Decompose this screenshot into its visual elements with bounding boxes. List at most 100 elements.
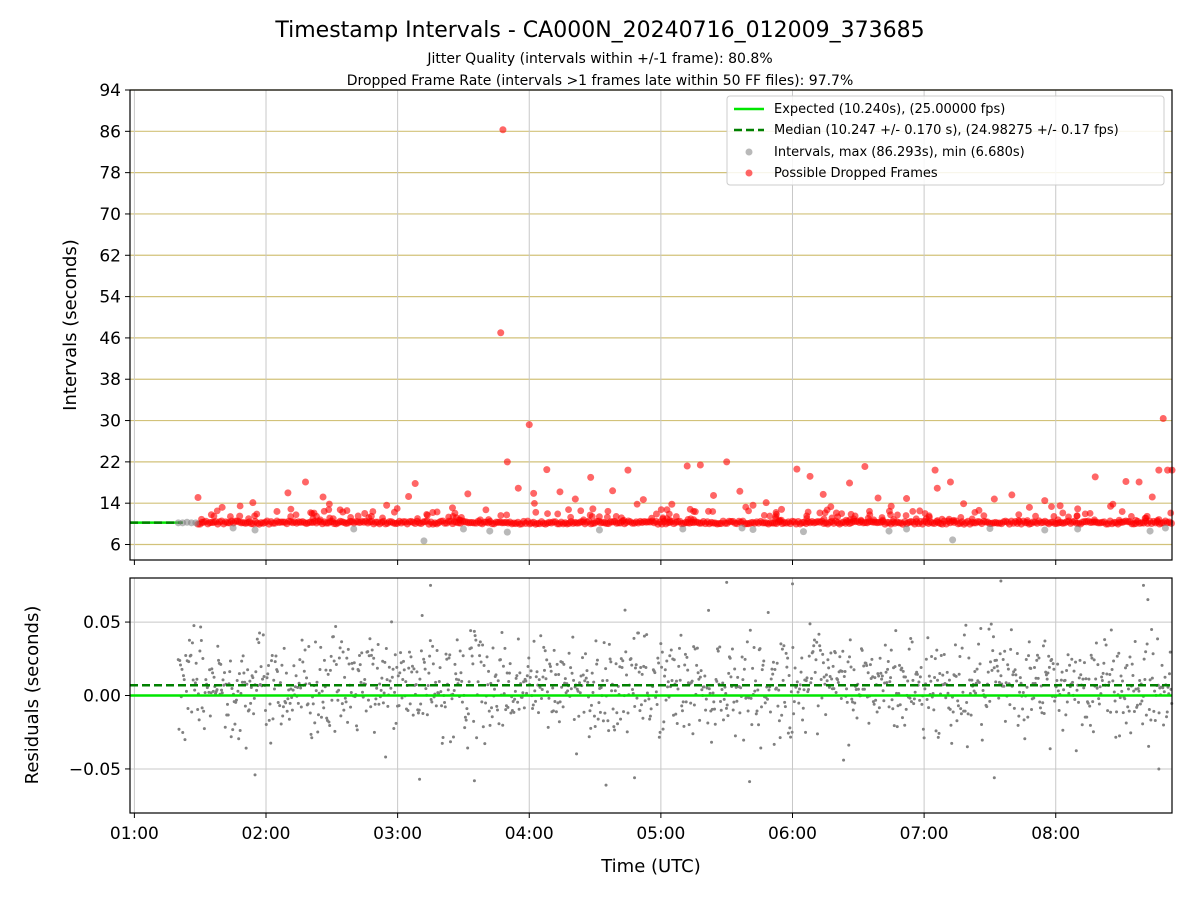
residual-point	[977, 681, 981, 685]
dropped-frame-point	[609, 487, 617, 495]
dropped-frame-point	[1056, 502, 1064, 510]
residual-point	[217, 658, 221, 662]
residual-point	[781, 678, 785, 682]
residual-point	[237, 672, 241, 676]
residual-point	[1107, 680, 1111, 684]
residual-point	[1038, 706, 1042, 710]
residual-point	[792, 700, 796, 704]
residual-point	[666, 685, 670, 689]
residual-point	[319, 715, 323, 719]
residual-point	[1043, 639, 1047, 643]
dropped-frame-point	[448, 504, 456, 512]
interval-point	[903, 525, 911, 533]
residuals-x-tick-label: 08:00	[1031, 824, 1080, 844]
residual-point	[589, 703, 593, 707]
residual-point	[1098, 685, 1102, 689]
residual-point	[774, 686, 778, 690]
residual-point	[1082, 661, 1086, 665]
residual-point	[1072, 669, 1076, 673]
residual-point	[613, 728, 617, 732]
residual-point	[278, 704, 282, 708]
residual-point	[257, 641, 261, 645]
residual-point	[817, 632, 821, 636]
residual-point	[487, 669, 491, 673]
residual-point	[831, 664, 835, 668]
dropped-frame-point	[1122, 477, 1130, 485]
residual-point	[508, 662, 512, 666]
residual-point	[223, 725, 227, 729]
dropped-frame-point	[458, 513, 465, 521]
dropped-frame-point	[672, 513, 680, 520]
residual-point	[220, 688, 224, 692]
residual-point	[423, 667, 427, 671]
residual-point	[660, 665, 664, 669]
residual-point	[1121, 711, 1125, 715]
interval-point	[949, 536, 957, 544]
residual-point	[393, 653, 397, 657]
residual-point	[515, 674, 519, 678]
residual-point	[261, 633, 265, 637]
residual-point	[511, 699, 515, 703]
dropped-frame-point	[760, 512, 768, 519]
residual-point	[823, 682, 827, 686]
residual-point	[542, 668, 546, 672]
residual-point	[842, 674, 846, 678]
residual-point	[989, 622, 993, 626]
residual-point	[1135, 703, 1139, 707]
residual-point	[890, 698, 894, 702]
residual-point	[1064, 713, 1068, 717]
residual-point	[303, 648, 307, 652]
residual-point	[343, 696, 347, 700]
residual-point	[381, 659, 385, 663]
residual-point	[949, 723, 953, 727]
residual-point	[290, 708, 294, 712]
residual-point	[951, 710, 955, 714]
residual-point	[187, 638, 191, 642]
residual-point	[884, 670, 888, 674]
residual-point	[1026, 715, 1030, 719]
residual-point	[1087, 677, 1091, 681]
residual-point	[513, 697, 517, 701]
dropped-frame-point	[325, 500, 333, 508]
residual-point	[284, 671, 288, 675]
dropped-frame-point	[531, 499, 538, 507]
residual-point	[661, 727, 665, 731]
residual-point	[891, 707, 895, 711]
residual-point	[721, 718, 725, 722]
residual-point	[1157, 711, 1161, 715]
residual-point	[363, 678, 367, 682]
residual-point	[601, 679, 605, 683]
residual-point	[719, 708, 723, 712]
residual-point	[390, 675, 394, 679]
residual-point	[851, 708, 855, 712]
residual-point	[987, 627, 991, 631]
residual-point	[693, 647, 697, 651]
residual-point	[1142, 657, 1146, 661]
residual-point	[1021, 707, 1025, 711]
residual-point	[506, 705, 510, 709]
residual-point	[643, 699, 647, 703]
residual-point	[407, 666, 411, 670]
residual-point	[228, 659, 232, 663]
residual-point	[320, 689, 324, 693]
residual-point	[237, 737, 241, 741]
residual-point	[846, 660, 850, 664]
dropped-frame-point	[451, 509, 459, 517]
residual-point	[615, 711, 619, 715]
dropped-frame-point	[556, 488, 564, 496]
dropped-frame-point	[543, 466, 551, 474]
dropped-frame-point	[968, 515, 976, 523]
residual-point	[505, 671, 509, 675]
residual-point	[704, 708, 708, 712]
dropped-frame-point	[749, 501, 757, 509]
residual-point	[595, 662, 599, 666]
dropped-frame-point	[933, 484, 941, 492]
residual-point	[557, 673, 561, 677]
residual-point	[347, 662, 351, 666]
residual-point	[212, 675, 216, 679]
residual-point	[313, 640, 317, 644]
dropped-frame-point	[1032, 512, 1039, 520]
residual-point	[888, 680, 892, 684]
residual-point	[448, 740, 452, 744]
dropped-frame-point	[1023, 517, 1031, 524]
